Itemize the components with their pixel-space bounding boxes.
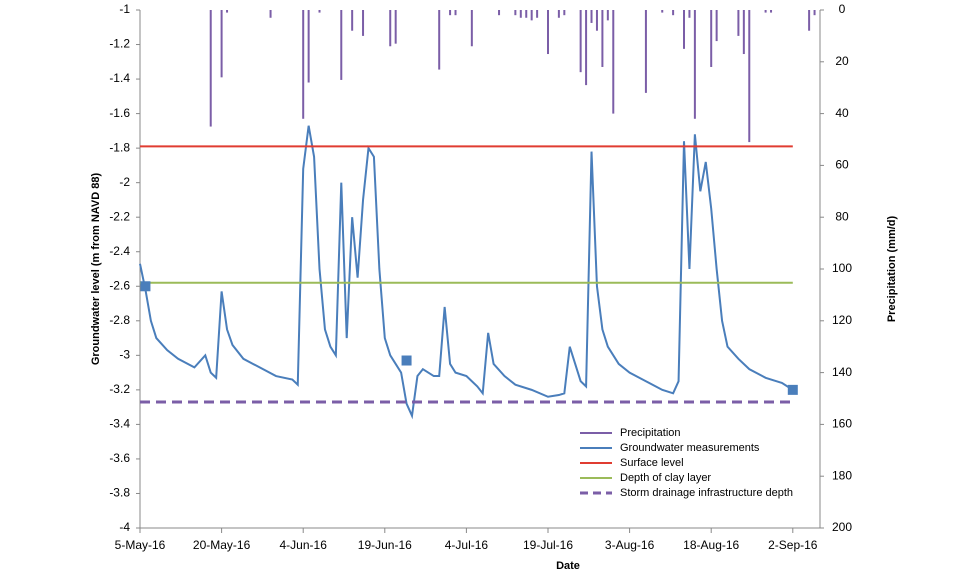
y-tick-label: -1.6 bbox=[109, 106, 130, 120]
precipitation-bar bbox=[672, 10, 675, 16]
x-tick-label: 20-May-16 bbox=[193, 538, 251, 552]
precipitation-bar bbox=[525, 10, 528, 18]
precipitation-bar bbox=[606, 10, 609, 21]
x-tick-label: 3-Aug-16 bbox=[605, 538, 655, 552]
precipitation-bar bbox=[808, 10, 811, 31]
y-axis-title: Groundwater level (m from NAVD 88) bbox=[90, 173, 102, 366]
y2-tick-label: 0 bbox=[839, 2, 846, 16]
x-tick-label: 2-Sep-16 bbox=[768, 538, 818, 552]
precipitation-bar bbox=[340, 10, 343, 80]
x-tick-label: 19-Jun-16 bbox=[358, 538, 412, 552]
marker bbox=[140, 281, 151, 292]
legend-label: Depth of clay layer bbox=[620, 472, 711, 484]
y2-tick-label: 120 bbox=[832, 313, 852, 327]
precipitation-bar bbox=[644, 10, 647, 93]
y2-tick-label: 200 bbox=[832, 520, 852, 534]
precipitation-bar bbox=[612, 10, 615, 114]
y-tick-label: -2 bbox=[119, 175, 130, 189]
precipitation-bar bbox=[590, 10, 593, 23]
series-line bbox=[139, 125, 794, 420]
precipitation-bar bbox=[307, 10, 310, 83]
precipitation-bar bbox=[683, 10, 685, 49]
x-axis-title: Date bbox=[556, 560, 580, 572]
x-tick-label: 19-Jul-16 bbox=[523, 538, 573, 552]
legend-label: Precipitation bbox=[620, 427, 681, 439]
y-tick-label: -2.6 bbox=[109, 278, 130, 292]
legend-label: Surface level bbox=[620, 457, 684, 469]
y-tick-label: -1.2 bbox=[109, 37, 130, 51]
precipitation-bar bbox=[813, 10, 816, 16]
precipitation-bar bbox=[209, 10, 212, 127]
y-tick-label: -2.8 bbox=[109, 313, 130, 327]
precipitation-bar bbox=[661, 10, 664, 13]
y-tick-label: -2.2 bbox=[109, 209, 130, 223]
precipitation-bar bbox=[318, 10, 321, 13]
y-tick-label: -3 bbox=[119, 348, 130, 362]
y-tick-label: -1 bbox=[119, 2, 130, 16]
y-tick-label: -1.4 bbox=[109, 71, 130, 85]
marker bbox=[401, 355, 412, 366]
y-tick-label: -3.6 bbox=[109, 451, 130, 465]
precipitation-bar bbox=[764, 10, 767, 13]
precipitation-bar bbox=[563, 10, 566, 16]
y-tick-label: -1.8 bbox=[109, 140, 130, 154]
precipitation-bar bbox=[269, 10, 272, 18]
y2-tick-label: 160 bbox=[832, 417, 852, 431]
precipitation-bar bbox=[715, 10, 718, 42]
precipitation-bar bbox=[693, 10, 696, 119]
legend-label: Storm drainage infrastructure depth bbox=[620, 487, 793, 499]
precipitation-bar bbox=[498, 10, 501, 16]
precipitation-bar bbox=[688, 10, 691, 18]
precipitation-bar bbox=[394, 10, 397, 44]
precipitation-bar bbox=[536, 10, 539, 18]
precipitation-bar bbox=[710, 10, 713, 67]
y2-tick-label: 140 bbox=[832, 365, 852, 379]
precipitation-bar bbox=[530, 10, 533, 21]
precipitation-bar bbox=[585, 10, 588, 86]
x-tick-label: 4-Jun-16 bbox=[280, 538, 328, 552]
y2-tick-label: 180 bbox=[832, 468, 852, 482]
precipitation-bar bbox=[449, 10, 452, 16]
precipitation-bar bbox=[454, 10, 457, 16]
precipitation-bar bbox=[742, 10, 745, 55]
x-tick-label: 4-Jul-16 bbox=[445, 538, 489, 552]
precipitation-bar bbox=[737, 10, 740, 36]
precipitation-bar bbox=[514, 10, 517, 16]
y-tick-label: -2.4 bbox=[109, 244, 130, 258]
y-tick-label: -3.2 bbox=[109, 382, 130, 396]
y2-tick-label: 60 bbox=[835, 158, 849, 172]
precipitation-bar bbox=[351, 10, 354, 31]
y-tick-label: -3.4 bbox=[109, 417, 130, 431]
y2-tick-label: 40 bbox=[835, 106, 849, 120]
precipitation-bar bbox=[362, 10, 365, 36]
precipitation-bar bbox=[389, 10, 392, 47]
y-tick-label: -4 bbox=[119, 520, 130, 534]
y2-tick-label: 20 bbox=[835, 54, 849, 68]
legend-label: Groundwater measurements bbox=[620, 442, 760, 454]
x-tick-label: 18-Aug-16 bbox=[683, 538, 739, 552]
precipitation-bar bbox=[519, 10, 522, 18]
precipitation-bar bbox=[470, 10, 473, 47]
x-tick-label: 5-May-16 bbox=[115, 538, 166, 552]
precipitation-bar bbox=[770, 10, 773, 13]
y2-axis-title: Precipitation (mm/d) bbox=[886, 215, 898, 322]
precipitation-bar bbox=[579, 10, 582, 73]
precipitation-bar bbox=[220, 10, 223, 78]
marker bbox=[787, 384, 798, 395]
precipitation-bar bbox=[302, 10, 305, 119]
y2-tick-label: 80 bbox=[835, 209, 849, 223]
precipitation-bar bbox=[547, 10, 549, 55]
precipitation-bar bbox=[601, 10, 604, 67]
precipitation-bar bbox=[557, 10, 560, 18]
precipitation-bar bbox=[438, 10, 441, 70]
y2-tick-label: 100 bbox=[832, 261, 852, 275]
precipitation-bar bbox=[595, 10, 598, 31]
y-tick-label: -3.8 bbox=[109, 486, 130, 500]
precipitation-bar bbox=[748, 10, 751, 143]
precipitation-bar bbox=[226, 10, 229, 13]
